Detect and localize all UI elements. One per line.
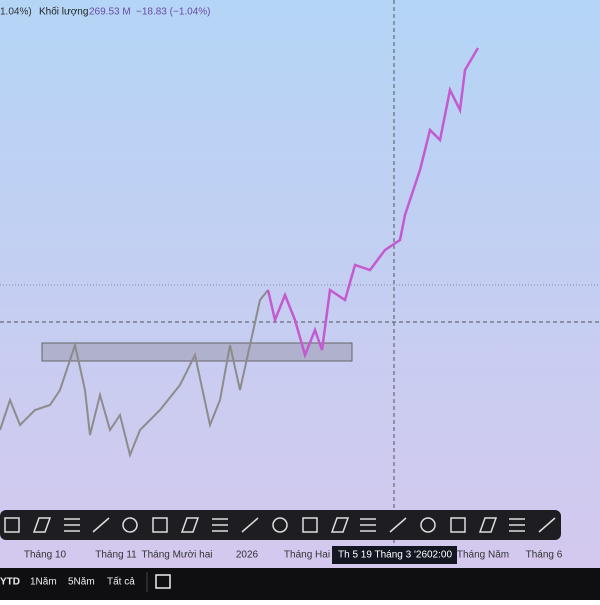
range-button[interactable]: Tất cả xyxy=(107,576,135,588)
tool-icon[interactable] xyxy=(122,517,138,533)
tool-icon[interactable] xyxy=(478,517,498,533)
tool-icon[interactable] xyxy=(180,517,200,533)
tool-icon[interactable] xyxy=(389,517,407,533)
chart-background xyxy=(0,0,600,568)
crosshair-label xyxy=(332,546,457,564)
time-label: Tháng Năm xyxy=(457,550,509,561)
price-bars-forecast xyxy=(266,47,480,359)
time-label: Tháng 11 xyxy=(95,550,137,561)
tool-icon[interactable] xyxy=(32,517,52,533)
tool-icon[interactable] xyxy=(360,518,376,532)
tool-icon[interactable] xyxy=(538,517,556,533)
range-button[interactable]: 1Năm xyxy=(30,577,57,588)
volume-change: −18.83 (−1.04%) xyxy=(136,7,211,18)
tool-icon[interactable] xyxy=(330,517,350,533)
tool-icon[interactable] xyxy=(241,517,259,533)
tool-icon[interactable] xyxy=(450,517,466,533)
tool-icon[interactable] xyxy=(420,517,436,533)
tool-icon[interactable] xyxy=(152,517,168,533)
tool-icon[interactable] xyxy=(212,518,228,532)
time-label: Tháng 10 xyxy=(24,550,67,561)
tool-icon[interactable] xyxy=(509,518,525,532)
range-button[interactable]: 5Năm xyxy=(68,577,95,588)
crosshair-date: Th 5 19 Tháng 3 '26 xyxy=(338,550,427,561)
tool-icon[interactable] xyxy=(4,517,20,533)
time-label: Tháng Hai xyxy=(284,550,330,561)
header: 1.04%) Khối lượng 269.53 M −18.83 (−1.04… xyxy=(0,6,211,18)
tool-icon[interactable] xyxy=(64,518,80,532)
range-button[interactable]: YTD xyxy=(0,577,20,588)
tool-icon[interactable] xyxy=(302,517,318,533)
volume-value: 269.53 M xyxy=(89,7,131,18)
time-label: Tháng Mười hai xyxy=(141,550,212,561)
range-bar xyxy=(0,568,600,600)
volume-label: Khối lượng xyxy=(39,6,88,18)
time-label: Tháng 6 xyxy=(526,550,563,561)
price-bars-history xyxy=(0,289,269,459)
compare-icon[interactable] xyxy=(155,574,171,589)
tool-icon[interactable] xyxy=(272,517,288,533)
drawing-toolbar xyxy=(0,510,561,540)
tool-icon[interactable] xyxy=(92,517,110,533)
crosshair-time: 02:00 xyxy=(427,550,452,561)
time-axis: Tháng 10 Tháng 11 Tháng Mười hai 2026 Th… xyxy=(24,546,563,564)
change-partial: 1.04%) xyxy=(0,7,32,18)
time-label: 2026 xyxy=(236,550,259,561)
